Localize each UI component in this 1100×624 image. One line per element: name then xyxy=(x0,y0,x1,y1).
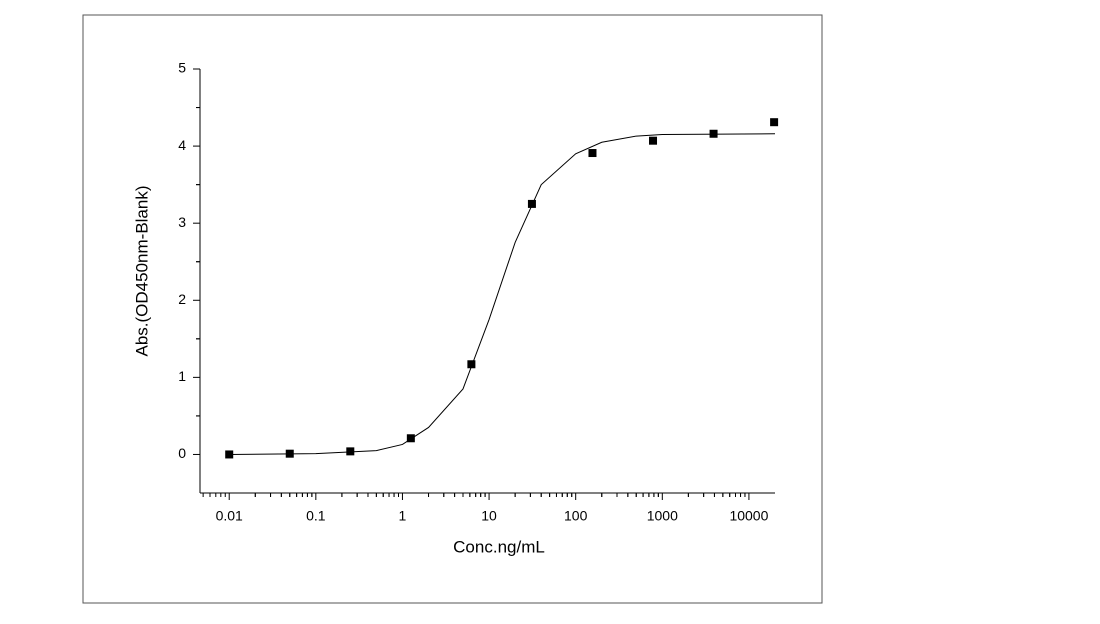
y-tick-label: 4 xyxy=(178,137,186,153)
data-point xyxy=(467,360,476,369)
x-tick-label: 10000 xyxy=(729,508,768,524)
data-point xyxy=(406,434,415,443)
x-tick-label: 1000 xyxy=(647,508,678,524)
data-point xyxy=(527,199,536,208)
y-tick-label: 2 xyxy=(178,291,186,307)
x-tick-label: 100 xyxy=(564,508,588,524)
x-tick-label: 1 xyxy=(399,508,407,524)
y-axis-title: Abs.(OD450nm-Blank) xyxy=(132,185,151,356)
data-point xyxy=(770,118,779,127)
x-tick-label: 10 xyxy=(481,508,497,524)
data-point xyxy=(588,149,597,158)
x-tick-label: 0.1 xyxy=(306,508,326,524)
x-tick-label: 0.01 xyxy=(216,508,243,524)
y-tick-label: 3 xyxy=(178,214,186,230)
frame xyxy=(82,14,823,604)
x-axis-title: Conc.ng/mL xyxy=(453,537,545,556)
fit-curve xyxy=(229,133,776,455)
y-tick-label: 1 xyxy=(178,368,186,384)
y-tick-label: 0 xyxy=(178,445,186,461)
data-point xyxy=(649,136,658,145)
y-tick-label: 5 xyxy=(178,60,186,76)
data-point xyxy=(346,447,355,456)
